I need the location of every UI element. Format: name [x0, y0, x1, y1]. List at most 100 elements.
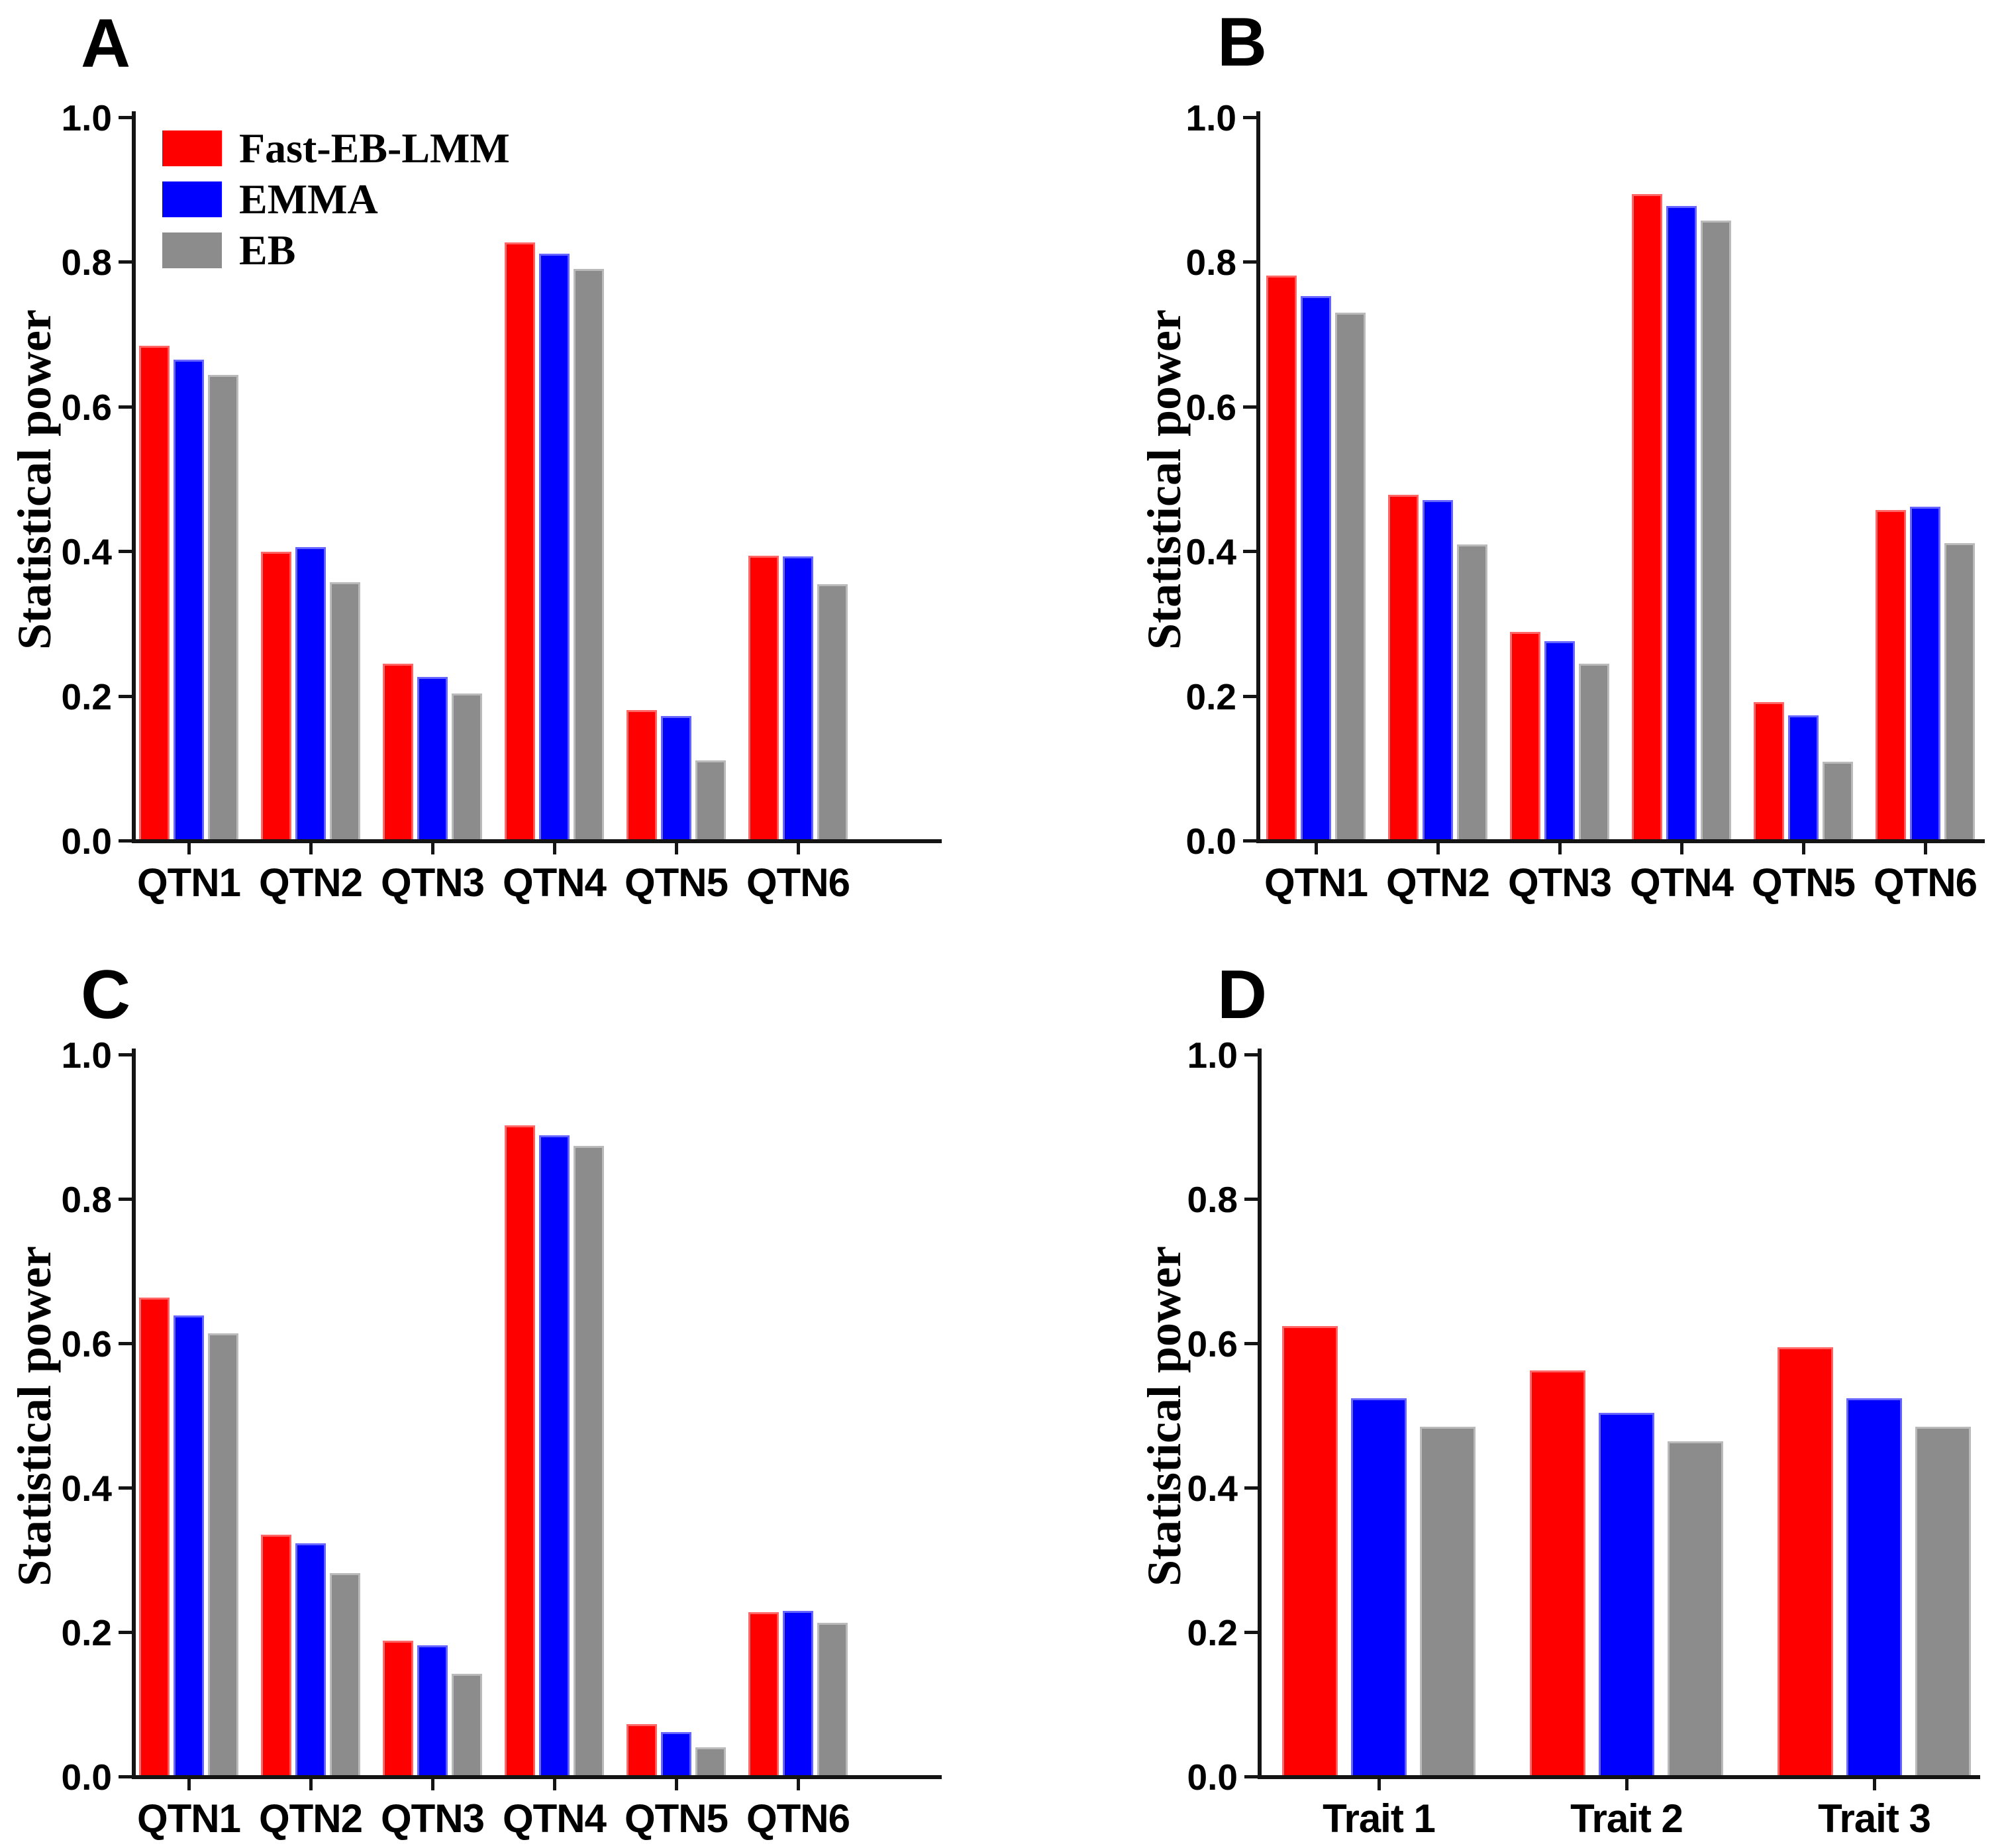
bar-emma-qtn5 [661, 1732, 691, 1777]
y-tick-label: 0.6 [1187, 1323, 1238, 1364]
y-tick-label: 1.0 [1187, 1035, 1238, 1076]
y-tick-label: 0.4 [1185, 531, 1236, 573]
y-tick-mark [119, 405, 132, 409]
y-tick-label: 0.0 [1187, 1757, 1238, 1798]
x-tick-mark [1924, 843, 1927, 854]
y-tick-mark [119, 1053, 132, 1056]
bar-emma-qtn2 [295, 547, 326, 841]
bar-fast-eb-lmm-trait2 [1530, 1370, 1585, 1777]
legend-label-eb: EB [239, 227, 296, 274]
bar-eb-qtn4 [574, 269, 604, 841]
legend: Fast-EB-LMM EMMA EB [162, 127, 510, 283]
x-category-label: QTN4 [1629, 860, 1734, 905]
bar-eb-qtn3 [452, 1674, 482, 1777]
bar-emma-qtn4 [539, 254, 570, 841]
bar-emma-qtn1 [1301, 296, 1331, 841]
bar-eb-qtn1 [1335, 313, 1366, 841]
bar-emma-qtn3 [1544, 641, 1575, 841]
bar-eb-qtn1 [208, 1333, 238, 1777]
bar-fast-eb-lmm-qtn6 [1876, 510, 1906, 841]
x-category-label: Trait 2 [1570, 1796, 1683, 1841]
bar-eb-qtn6 [817, 584, 848, 841]
bar-fast-eb-lmm-qtn2 [1388, 495, 1419, 841]
bar-emma-qtn3 [417, 1645, 448, 1777]
bar-eb-qtn1 [208, 375, 238, 841]
x-category-label: QTN1 [136, 1796, 241, 1841]
x-tick-mark [309, 1779, 313, 1790]
y-tick-mark [1243, 550, 1256, 554]
y-tick-label: 0.6 [1185, 386, 1236, 428]
x-category-label: QTN1 [1264, 860, 1368, 905]
y-tick-mark [1243, 116, 1256, 119]
bar-fast-eb-lmm-qtn4 [1632, 194, 1662, 841]
y-tick-mark [1244, 1342, 1258, 1345]
bar-fast-eb-lmm-qtn1 [139, 346, 170, 841]
y-tick-label: 0.0 [61, 1757, 112, 1798]
y-axis-line [1258, 1049, 1262, 1779]
y-tick-mark [119, 1775, 132, 1778]
bar-eb-qtn4 [1701, 221, 1731, 841]
y-tick-mark [119, 116, 132, 119]
bar-emma-qtn2 [295, 1543, 326, 1777]
x-category-label: QTN1 [136, 860, 241, 905]
y-tick-label: 0.0 [1185, 821, 1236, 862]
x-tick-mark [675, 1779, 678, 1790]
legend-item-emma: EMMA [162, 178, 510, 221]
bar-fast-eb-lmm-qtn1 [139, 1298, 170, 1777]
x-category-label: QTN4 [502, 860, 607, 905]
y-tick-mark [119, 1342, 132, 1345]
y-tick-mark [119, 1486, 132, 1490]
y-tick-mark [119, 694, 132, 698]
x-category-label: QTN5 [1751, 860, 1856, 905]
x-tick-mark [553, 843, 556, 854]
y-tick-mark [119, 1631, 132, 1634]
y-tick-mark [1243, 260, 1256, 264]
x-axis-line [1258, 1775, 1980, 1779]
bar-emma-qtn1 [174, 360, 204, 841]
y-tick-mark [1244, 1198, 1258, 1201]
bar-eb-qtn2 [330, 582, 360, 841]
x-category-label: QTN6 [1873, 860, 1978, 905]
bar-eb-trait3 [1915, 1427, 1971, 1777]
legend-item-eb: EB [162, 229, 510, 272]
x-tick-mark [1378, 1779, 1381, 1790]
x-category-label: QTN3 [380, 860, 485, 905]
y-tick-label: 1.0 [61, 97, 112, 138]
y-tick-mark [1243, 839, 1256, 843]
bar-emma-qtn5 [1788, 715, 1819, 841]
y-tick-label: 0.6 [61, 1323, 112, 1364]
panel-letter-a: A [81, 5, 131, 82]
bar-fast-eb-lmm-qtn4 [505, 242, 535, 841]
y-tick-mark [119, 839, 132, 843]
x-tick-mark [675, 843, 678, 854]
x-category-label: QTN5 [624, 860, 728, 905]
bar-eb-qtn3 [452, 693, 482, 841]
y-tick-label: 0.4 [1187, 1468, 1238, 1509]
x-axis-line [132, 1775, 942, 1779]
x-category-label: QTN2 [258, 1796, 363, 1841]
legend-label-emma: EMMA [239, 176, 378, 223]
x-axis-line [1256, 839, 1985, 843]
y-axis-line [132, 1049, 136, 1779]
bar-emma-trait2 [1599, 1413, 1654, 1777]
x-tick-mark [1315, 843, 1318, 854]
bar-emma-qtn4 [1666, 206, 1697, 841]
legend-swatch-fast-eb-lmm [162, 130, 222, 166]
x-tick-mark [797, 1779, 800, 1790]
bar-fast-eb-lmm-qtn6 [748, 1612, 779, 1777]
x-category-label: Trait 1 [1323, 1796, 1436, 1841]
bar-emma-qtn5 [661, 716, 691, 841]
y-tick-mark [1244, 1053, 1258, 1056]
x-tick-mark [431, 843, 434, 854]
bar-emma-qtn6 [1910, 507, 1940, 841]
bar-fast-eb-lmm-qtn1 [1266, 276, 1297, 841]
bar-eb-qtn6 [817, 1623, 848, 1777]
panel-letter-b: B [1217, 4, 1268, 81]
y-tick-label: 0.2 [61, 1612, 112, 1653]
bar-emma-trait3 [1846, 1398, 1902, 1777]
y-tick-label: 0.8 [1185, 242, 1236, 283]
y-tick-label: 0.8 [1187, 1179, 1238, 1220]
